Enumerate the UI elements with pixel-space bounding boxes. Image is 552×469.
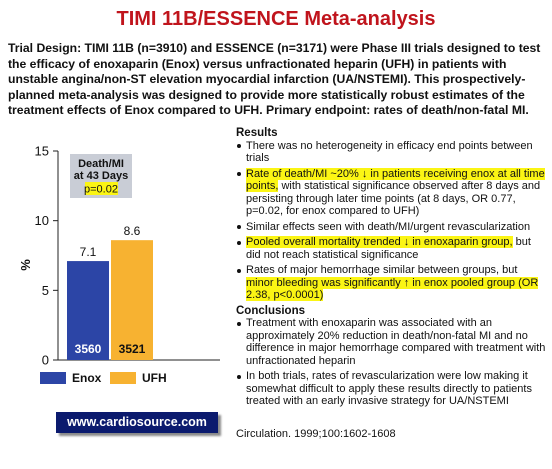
annotation-line2: at 43 Days [74, 170, 128, 182]
bar-value-label: 8.6 [124, 224, 141, 238]
annotation-line1: Death/MI [78, 158, 124, 170]
bullet-text: Rates of major hemorrhage similar betwee… [246, 264, 518, 276]
results-item: Rate of death/MI ~20% ↓ in patients rece… [236, 167, 546, 218]
bullet-text: There was no heterogeneity in efficacy e… [246, 139, 533, 165]
annotation-highlight [85, 182, 118, 195]
bullet-text: but did not reach statistical significan… [246, 236, 531, 261]
results-heading: Results [236, 127, 278, 139]
results-item: Similar effects seen with death/MI/urgen… [236, 221, 546, 234]
highlighted-text: Pooled overall mortality trended ↓ in en… [246, 236, 513, 248]
bullet-text: In both trials, rates of revascularizati… [246, 370, 532, 407]
trial-design-text: Trial Design: TIMI 11B (n=3910) and ESSE… [8, 41, 541, 118]
legend-label-ufh: UFH [142, 371, 167, 385]
citation: Circulation. 1999;100:1602-1608 [236, 428, 396, 440]
slide-title: TIMI 11B/ESSENCE Meta-analysis [116, 8, 436, 30]
y-axis-label: % [18, 259, 33, 271]
bar-enox [67, 261, 109, 360]
bullet-text: Similar effects seen with death/MI/urgen… [246, 220, 531, 233]
bullet-text: Treatment with enoxaparin was associated… [246, 317, 546, 367]
legend-swatch-ufh [110, 372, 136, 384]
bullet-text: with statistical significance observed a… [246, 180, 541, 217]
bar-ufh [111, 240, 153, 360]
results-item: Rates of major hemorrhage similar betwee… [236, 264, 546, 302]
results-list: There was no heterogeneity in efficacy e… [236, 140, 546, 302]
highlighted-text: minor bleeding was significantly ↑ in en… [246, 276, 539, 301]
bar-n-label: 3521 [119, 342, 146, 356]
conclusions-heading: Conclusions [236, 304, 306, 317]
bar-value-label: 7.1 [80, 245, 97, 259]
y-tick-label: 5 [42, 283, 49, 298]
annotation-line3: p=0.02 [84, 184, 118, 196]
conclusions-item: In both trials, rates of revascularizati… [236, 370, 546, 408]
conclusions-item: Treatment with enoxaparin was associated… [236, 317, 546, 367]
website-banner[interactable]: www.cardiosource.com [56, 412, 218, 433]
results-item: Pooled overall mortality trended ↓ in en… [236, 236, 546, 261]
y-tick-label: 0 [42, 353, 49, 368]
bar-n-label: 3560 [75, 342, 102, 356]
results-panel: Results There was no heterogeneity in ef… [236, 127, 546, 411]
results-item: There was no heterogeneity in efficacy e… [236, 140, 546, 165]
conclusions-list: Treatment with enoxaparin was associated… [236, 317, 546, 408]
y-tick-label: 15 [35, 144, 49, 159]
legend-swatch-enox [40, 372, 66, 384]
y-tick-label: 10 [35, 213, 49, 228]
legend-label-enox: Enox [72, 371, 102, 385]
